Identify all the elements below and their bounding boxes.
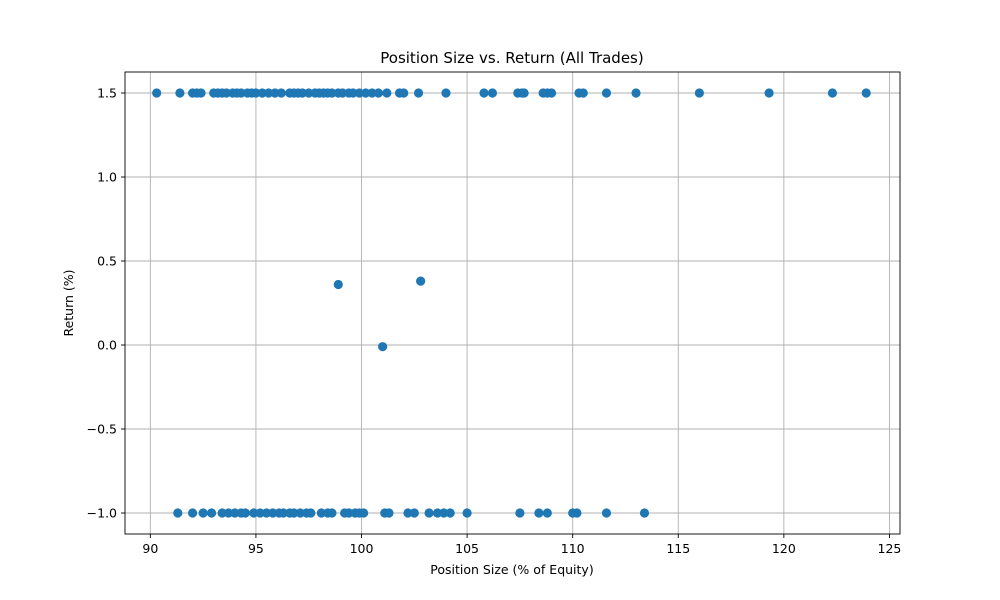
scatter-point [289, 508, 299, 518]
x-tick-label: 95 [248, 541, 264, 556]
scatter-point [359, 508, 369, 518]
scatter-point [206, 508, 217, 518]
x-tick-label: 100 [350, 541, 374, 556]
scatter-point [378, 342, 388, 352]
scatter-point [217, 508, 227, 518]
scatter-point [519, 88, 529, 98]
scatter-point [367, 88, 377, 98]
y-tick-label: 0.0 [97, 338, 117, 353]
scatter-point [432, 508, 443, 518]
scatter-point [373, 88, 384, 98]
y-tick-label: 1.5 [97, 86, 117, 101]
points-layer [152, 88, 871, 518]
scatter-point [175, 88, 185, 98]
scatter-point [384, 508, 394, 518]
scatter-point [327, 508, 337, 518]
scatter-point [361, 88, 371, 98]
scatter-point [542, 508, 552, 518]
x-tick-label: 105 [455, 541, 479, 556]
scatter-point [295, 508, 305, 518]
scatter-point [479, 88, 489, 98]
scatter-point [441, 88, 451, 98]
scatter-point [196, 88, 206, 98]
x-tick-label: 110 [561, 541, 585, 556]
scatter-point [263, 88, 274, 98]
y-tick-label: −0.5 [87, 422, 117, 437]
scatter-point [304, 88, 314, 98]
scatter-point [403, 508, 413, 518]
scatter-point [257, 88, 267, 98]
scatter-point [439, 508, 449, 518]
plot-area-frame [124, 71, 901, 535]
scatter-point [249, 508, 259, 518]
scatter-point [251, 88, 261, 98]
scatter-point [631, 88, 641, 98]
x-tick-label: 120 [772, 541, 796, 556]
scatter-point [278, 508, 288, 518]
scatter-point [152, 88, 162, 98]
scatter-point [221, 88, 231, 98]
scatter-point [764, 88, 774, 98]
scatter-point [694, 88, 704, 98]
scatter-point [198, 508, 208, 518]
y-axis-label: Return (%) [61, 269, 76, 336]
scatter-point [297, 88, 307, 98]
scatter-point [268, 508, 278, 518]
scatter-point [173, 508, 183, 518]
scatter-point [515, 508, 525, 518]
x-axis-label: Position Size (% of Equity) [430, 562, 593, 577]
x-tick-label: 125 [878, 541, 902, 556]
scatter-point [327, 88, 337, 98]
scatter-point [399, 88, 409, 98]
scatter-point [382, 88, 392, 98]
chart-title: Position Size vs. Return (All Trades) [380, 49, 643, 67]
scatter-point [236, 88, 246, 98]
scatter-point [333, 279, 343, 290]
scatter-point [316, 508, 326, 518]
scatter-point [827, 88, 838, 98]
scatter-point [572, 508, 582, 518]
scatter-point [255, 508, 265, 518]
scatter-point [270, 88, 280, 98]
ticks-layer: 90 95 100 105 110 115 120 125 −1.0 −0.5 0.0 0.5 1.0 1… [87, 86, 902, 557]
y-tick-label: 1.0 [97, 170, 117, 185]
scatter-point [445, 508, 455, 518]
scatter-point [578, 88, 588, 98]
y-tick-label: −1.0 [87, 506, 117, 521]
x-tick-label: 90 [142, 541, 158, 556]
scatter-point [601, 88, 612, 98]
scatter-point [306, 508, 316, 518]
scatter-point [534, 508, 544, 518]
scatter-point [276, 88, 286, 98]
scatter-point [240, 508, 250, 518]
scatter-point [337, 88, 348, 98]
scatter-point [409, 508, 419, 518]
scatter-point [546, 88, 557, 98]
scatter-point [487, 88, 498, 98]
scatter-point [639, 508, 650, 518]
scatter-point [861, 88, 871, 98]
x-tick-label: 115 [666, 541, 690, 556]
scatter-point [261, 508, 272, 518]
scatter-point [416, 276, 426, 286]
scatter-point [413, 88, 424, 98]
scatter-point [601, 508, 612, 518]
scatter-point [462, 508, 472, 518]
scatter-point [354, 88, 365, 98]
scatter-point [187, 508, 198, 518]
scatter-point [348, 88, 358, 98]
scatter-point [344, 508, 354, 518]
scatter-point [230, 508, 240, 518]
y-tick-label: 0.5 [97, 254, 117, 269]
scatter-point [424, 508, 434, 518]
scatter-point [223, 508, 234, 518]
